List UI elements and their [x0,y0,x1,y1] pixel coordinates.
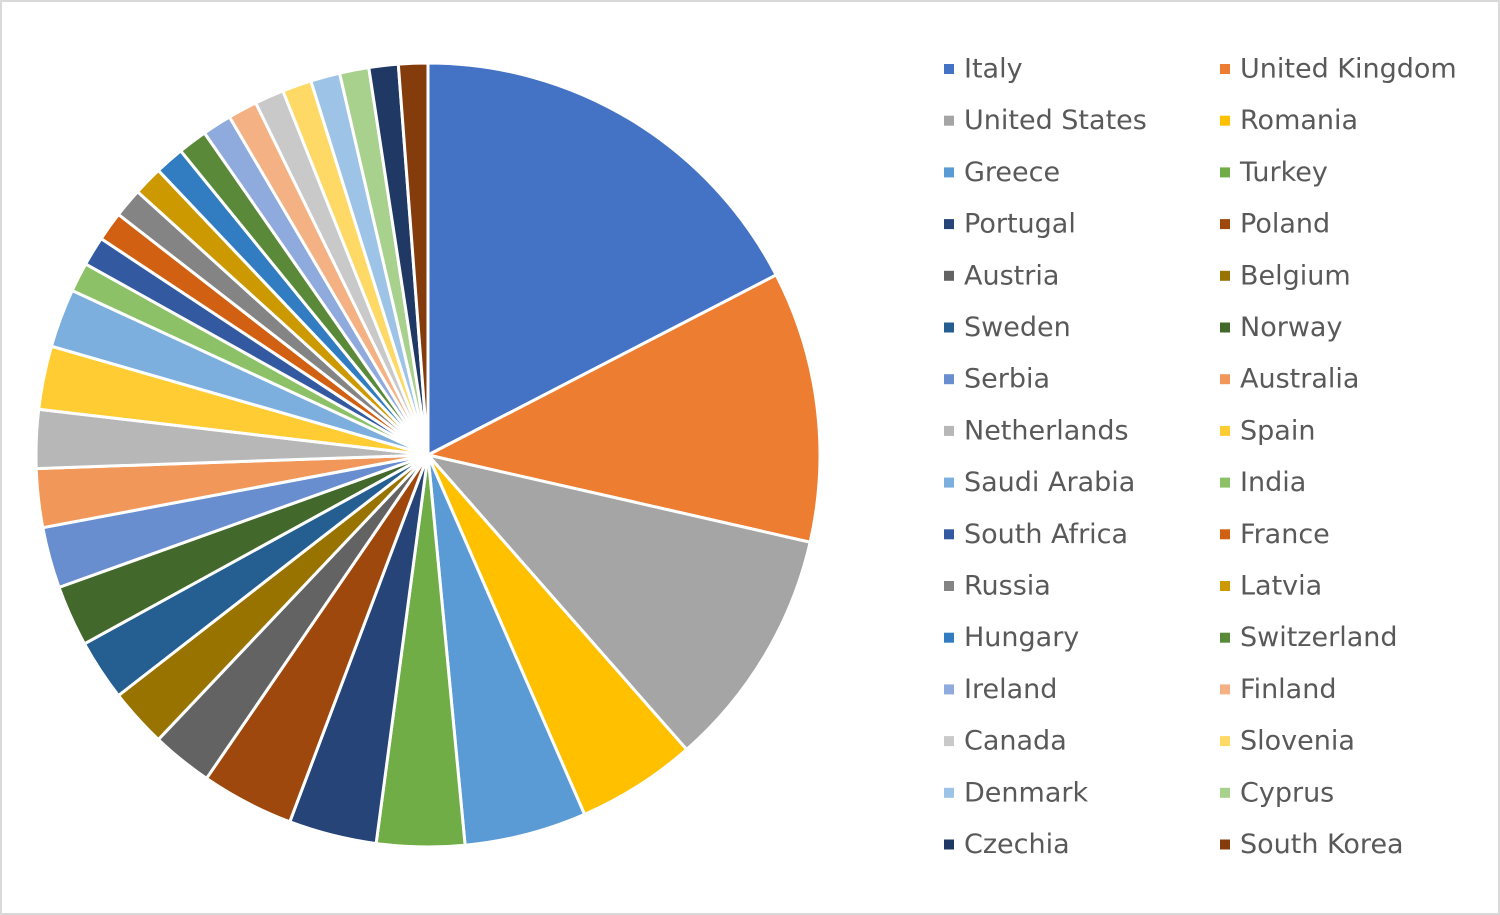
legend-label: Denmark [964,777,1088,808]
legend-label: Australia [1240,364,1359,395]
legend-label: Belgium [1240,260,1351,291]
legend-swatch [944,684,954,695]
legend-label: South Korea [1240,829,1404,860]
legend-swatch [1220,374,1230,385]
pie-slice [423,452,812,752]
legend-swatch [1220,64,1230,74]
legend-swatch [1220,425,1230,436]
pie-slice [423,272,822,545]
legend-label: Portugal [964,209,1076,240]
legend-label: Romania [1240,105,1358,136]
legend-swatch [944,581,954,591]
legend-label: Sweden [964,312,1071,343]
legend-label: United Kingdom [1240,54,1457,85]
legend-swatch [944,632,954,643]
legend-swatch [944,839,954,850]
legend-swatch [1220,581,1230,591]
legend-label: United States [964,105,1147,136]
legend-swatch [944,736,954,747]
legend-swatch [944,787,954,798]
legend-label: Czechia [964,829,1070,860]
legend-label: Netherlands [964,415,1129,446]
legend-label: Serbia [964,364,1050,395]
legend-label: Hungary [964,622,1079,653]
legend-label: Russia [964,571,1051,602]
legend-swatch [944,115,954,126]
legend-swatch [1220,736,1230,747]
legend-swatch [1220,684,1230,695]
legend-label: Latvia [1240,571,1322,602]
legend-swatch [944,477,954,488]
legend-label: Switzerland [1240,622,1398,653]
legend-label: South Africa [964,519,1128,550]
legend-label: Cyprus [1240,777,1334,808]
legend-label: Finland [1240,674,1336,705]
legend-label: Spain [1240,415,1315,446]
legend-label: Italy [964,54,1023,85]
legend-label: Turkey [1239,157,1328,188]
legend-swatch [944,270,954,281]
pie-slice [426,61,779,458]
legend-swatch [944,64,954,74]
legend-swatch [944,374,954,385]
legend-label: Austria [964,260,1059,291]
legend-swatch [1220,219,1230,230]
legend-swatch [1220,839,1230,850]
legend-label: Saudi Arabia [964,467,1135,498]
legend-swatch [1220,322,1230,333]
legend-label: Poland [1240,209,1330,240]
legend-swatch [1220,115,1230,126]
pie-slice [396,61,430,456]
legend-swatch [1220,477,1230,488]
legend-label: Greece [964,157,1060,188]
legend-swatch [1220,632,1230,643]
legend-swatch [944,529,954,540]
legend-label: Slovenia [1240,726,1355,757]
legend-swatch [944,322,954,333]
legend-label: France [1240,519,1330,550]
legend-label: Canada [964,726,1067,757]
legend-label: India [1240,467,1306,498]
legend-swatch [1220,529,1230,540]
legend-swatch [944,425,954,436]
legend-label: Ireland [964,674,1057,705]
legend-swatch [1220,270,1230,281]
legend-swatch [944,167,954,178]
legend-swatch [1220,167,1230,178]
legend-swatch [1220,787,1230,798]
legend-swatch [944,219,954,230]
legend-label: Norway [1240,312,1342,343]
